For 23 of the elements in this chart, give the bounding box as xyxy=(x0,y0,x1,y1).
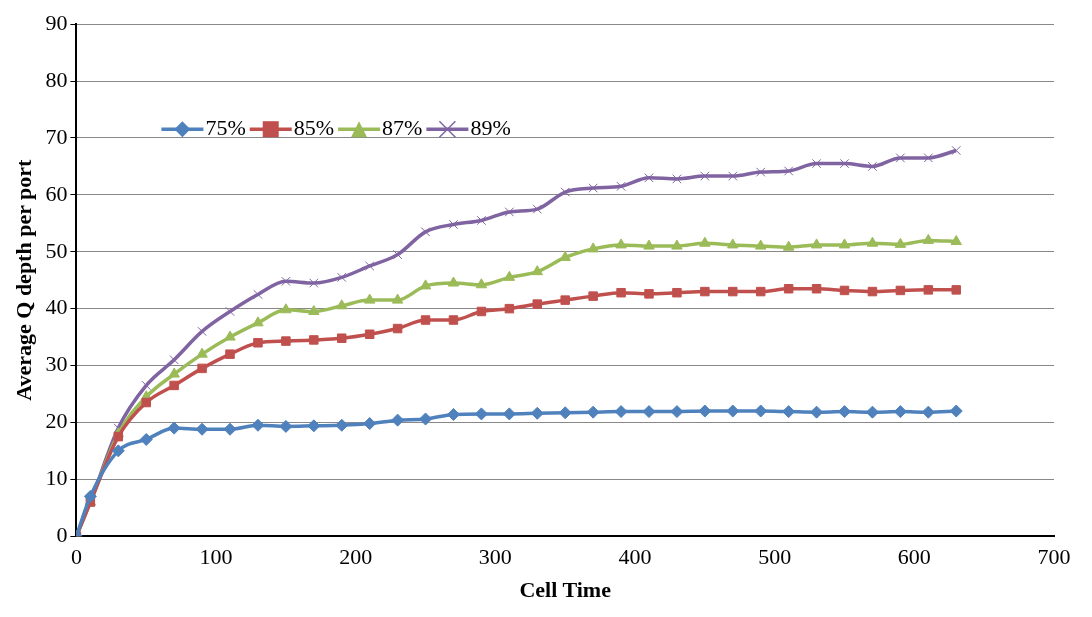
y-tick-label: 20 xyxy=(45,408,68,434)
y-tick-label: 60 xyxy=(45,180,68,206)
y-tick-label: 10 xyxy=(45,465,68,491)
x-tick-label: 600 xyxy=(897,544,931,570)
y-tick-label: 40 xyxy=(45,294,68,320)
y-tick-label: 70 xyxy=(45,123,68,149)
y-tick-label: 50 xyxy=(45,237,68,263)
x-axis-title: Cell Time xyxy=(519,577,612,603)
x-tick-label: 300 xyxy=(478,544,512,570)
x-tick-label: 100 xyxy=(199,544,233,570)
x-tick-label: 200 xyxy=(339,544,373,570)
y-tick-label: 80 xyxy=(45,66,68,92)
legend-label: 85% xyxy=(293,114,335,140)
legend-label: 89% xyxy=(470,114,511,140)
legend-label: 75% xyxy=(205,114,246,140)
x-tick-label: 400 xyxy=(618,544,652,570)
x-tick-label: 700 xyxy=(1037,544,1071,570)
y-tick-label: 90 xyxy=(45,9,68,35)
y-tick-label: 30 xyxy=(45,351,68,377)
y-tick-label: 0 xyxy=(56,521,68,547)
y-axis-title: Average Q depth per port xyxy=(10,158,36,401)
legend-label: 87% xyxy=(382,114,423,140)
x-tick-label: 500 xyxy=(758,544,792,570)
